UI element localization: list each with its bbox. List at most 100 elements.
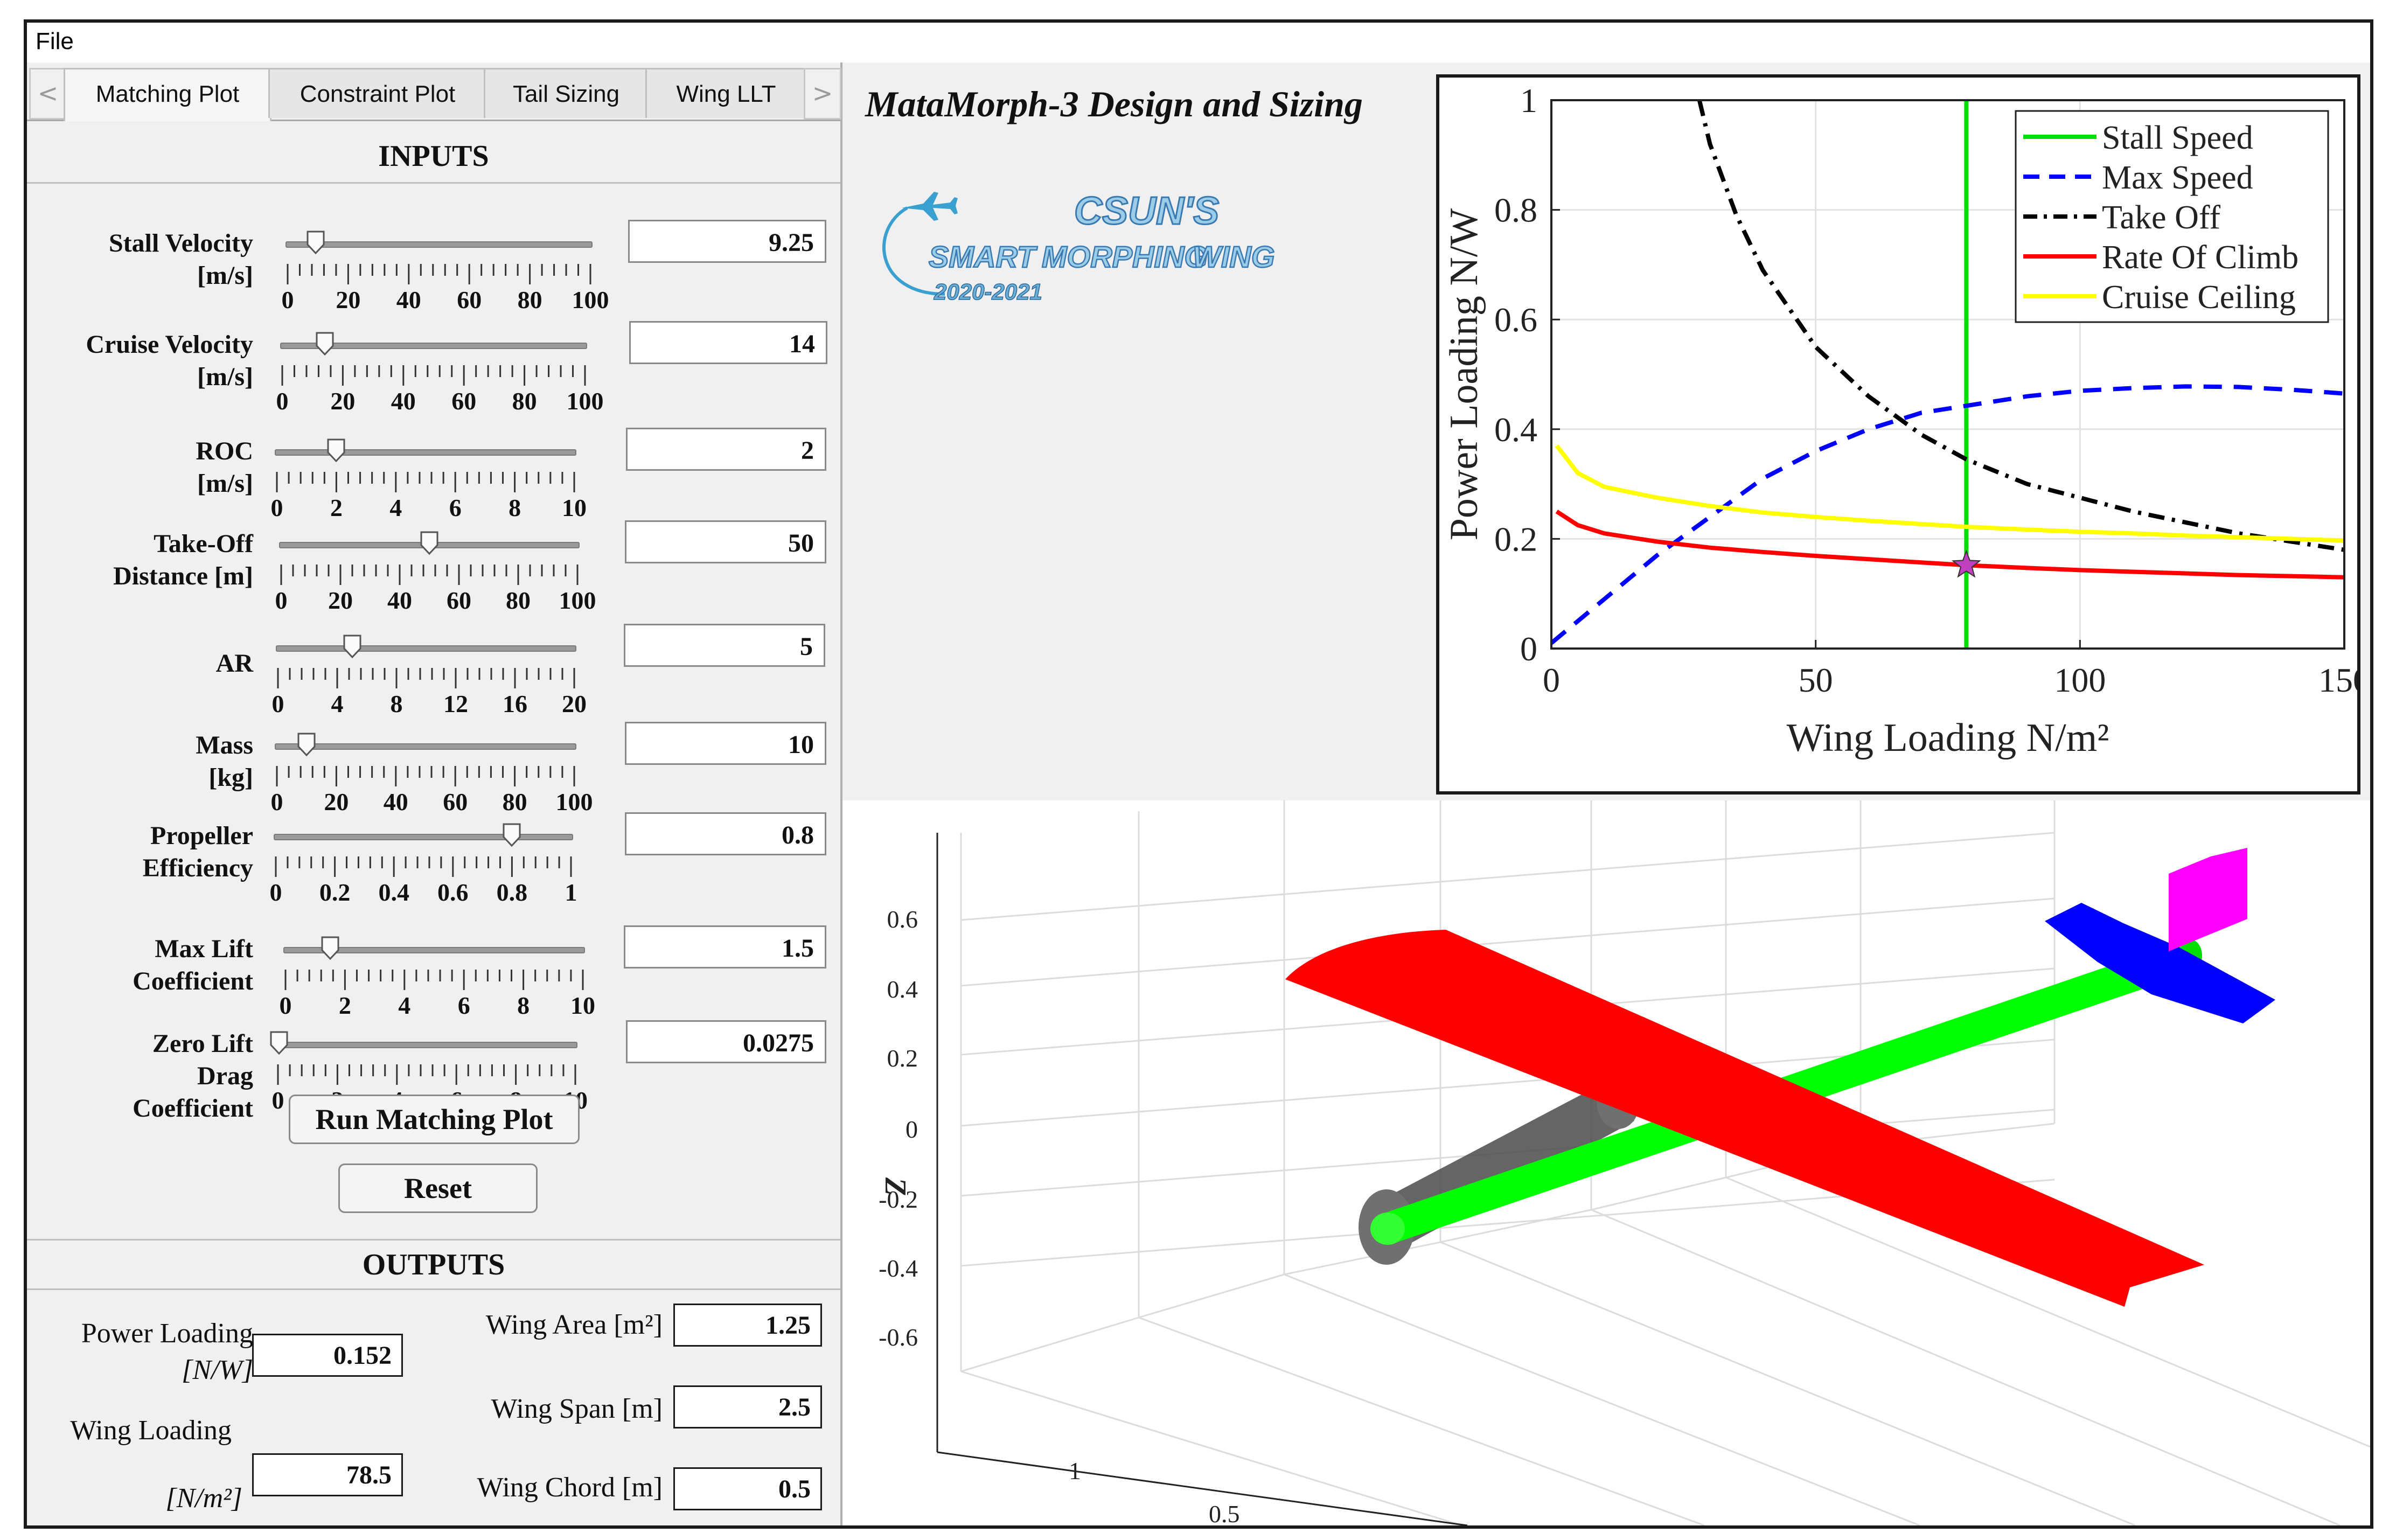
slider-ticks bbox=[280, 565, 579, 585]
run-matching-plot-button[interactable]: Run Matching Plot bbox=[289, 1095, 580, 1144]
horizontal-tail bbox=[2045, 903, 2275, 1023]
menu-file[interactable]: File bbox=[36, 28, 74, 54]
slider-track[interactable] bbox=[275, 743, 576, 750]
airplane-icon bbox=[902, 192, 958, 221]
slider-tick-label: 8 bbox=[517, 992, 530, 1019]
slider-tick-label: 6 bbox=[449, 494, 462, 521]
input-slider[interactable]: 0 4 8 12 16 20 bbox=[272, 631, 587, 723]
input-label-line: [m/s] bbox=[197, 261, 253, 290]
x-tick-label: 0 bbox=[1543, 661, 1560, 699]
input-label-line: Mass bbox=[196, 731, 253, 759]
z-axis-label: Z bbox=[879, 1177, 912, 1196]
input-value-field[interactable]: 0.8 bbox=[625, 812, 826, 855]
aircraft-3d-view: Z 0.6 0.4 0.2 0 -0.2 -0.4 -0.6 1 0.5 bbox=[842, 800, 2370, 1525]
legend-box bbox=[2015, 110, 2329, 323]
slider-thumb[interactable] bbox=[307, 231, 325, 254]
y-tick-label: 0.6 bbox=[1494, 301, 1537, 339]
slider-tick-label: 0.6 bbox=[437, 879, 469, 906]
slider-thumb[interactable] bbox=[327, 438, 345, 462]
slider-tick-label: 4 bbox=[331, 690, 344, 717]
outputs-divider-top bbox=[27, 1239, 840, 1241]
slider-thumb[interactable] bbox=[270, 1031, 288, 1055]
slider-tick-label: 0.4 bbox=[378, 879, 409, 906]
tab-matching-plot[interactable]: Matching Plot bbox=[64, 68, 271, 121]
input-value-field[interactable]: 0.0275 bbox=[626, 1020, 826, 1063]
z-tick-label: 0 bbox=[906, 1116, 918, 1143]
slider-track[interactable] bbox=[283, 947, 585, 953]
slider-tick-label: 80 bbox=[506, 587, 531, 614]
wing-loading-unit: [N/m²] bbox=[165, 1483, 242, 1514]
input-slider[interactable]: 0 20 40 60 80 100 bbox=[282, 227, 609, 319]
slider-tick-label: 40 bbox=[391, 387, 416, 415]
input-label-line: Coefficient bbox=[133, 967, 253, 995]
slider-track[interactable] bbox=[280, 343, 587, 349]
power-loading-output: 0.152 bbox=[252, 1334, 403, 1377]
reset-button[interactable]: Reset bbox=[338, 1163, 538, 1213]
slider-ticks bbox=[277, 1064, 576, 1085]
y-tick-label: 0.2 bbox=[1494, 520, 1537, 558]
input-value-field[interactable]: 5 bbox=[624, 624, 825, 667]
tab-scroll-left-button[interactable]: < bbox=[29, 68, 67, 120]
design-point-star-icon bbox=[1951, 549, 1981, 578]
slider-thumb[interactable] bbox=[297, 733, 316, 756]
slider-track[interactable] bbox=[274, 834, 573, 840]
z-tick-label: -0.4 bbox=[879, 1255, 918, 1282]
left-panel: < Matching Plot Constraint Plot Tail Siz… bbox=[27, 62, 842, 1525]
wing-chord-output: 0.5 bbox=[673, 1467, 822, 1510]
input-value-field[interactable]: 50 bbox=[625, 520, 826, 563]
slider-tick-label: 10 bbox=[562, 494, 587, 521]
slider-tick-label: 20 bbox=[562, 690, 587, 717]
slider-tick-label: 8 bbox=[509, 494, 521, 521]
slider-tick-label: 100 bbox=[559, 587, 596, 614]
input-slider[interactable]: 0 0.2 0.4 0.6 0.8 1 bbox=[270, 820, 577, 911]
slider-track[interactable] bbox=[275, 449, 576, 456]
slider-track[interactable] bbox=[276, 645, 576, 652]
tab-scroll-right-button[interactable]: > bbox=[804, 68, 841, 120]
slider-ticks bbox=[277, 668, 575, 688]
input-value-field[interactable]: 9.25 bbox=[628, 220, 826, 263]
tab-wing-llt[interactable]: Wing LLT bbox=[645, 68, 807, 118]
input-label-line: Distance [m] bbox=[113, 562, 253, 590]
input-label-line: Coefficient bbox=[133, 1094, 253, 1123]
series-line-rate-of-climb bbox=[1555, 510, 2345, 580]
tab-tail-sizing[interactable]: Tail Sizing bbox=[484, 68, 649, 118]
slider-thumb[interactable] bbox=[343, 635, 361, 658]
wing-loading-label: Wing Loading bbox=[70, 1415, 232, 1446]
input-value-field[interactable]: 14 bbox=[629, 321, 827, 364]
input-value-field[interactable]: 2 bbox=[626, 428, 826, 471]
matching-plot-svg: 0 50 100 150 0 0.2 0.4 0.6 0.8 1 Wing Loading N/m²… bbox=[1442, 81, 2370, 760]
slider-tick-label: 8 bbox=[390, 690, 403, 717]
tab-constraint-plot[interactable]: Constraint Plot bbox=[268, 68, 487, 118]
x-tick-label: 50 bbox=[1799, 661, 1833, 699]
logo-csuns: CSUN'S bbox=[1074, 190, 1219, 233]
input-slider[interactable]: 0 20 40 60 80 100 bbox=[271, 729, 593, 821]
power-loading-unit: [N/W] bbox=[182, 1355, 253, 1385]
logo-swoosh bbox=[882, 206, 945, 296]
slider-tick-label: 4 bbox=[398, 992, 411, 1019]
logo-smart: SMART bbox=[929, 240, 1038, 274]
slider-tick-label: 10 bbox=[570, 992, 595, 1019]
input-slider[interactable]: 0 20 40 60 80 100 bbox=[276, 329, 604, 420]
slider-track[interactable] bbox=[276, 1042, 577, 1048]
logo-morphing: MORPHING bbox=[1042, 240, 1208, 274]
z-tick-label: 0.4 bbox=[887, 975, 918, 1003]
slider-thumb[interactable] bbox=[321, 936, 339, 960]
z-tick-label: -0.2 bbox=[879, 1186, 918, 1213]
input-slider[interactable]: 0 2 4 6 8 10 bbox=[280, 933, 595, 1025]
input-value-field[interactable]: 10 bbox=[625, 722, 826, 765]
slider-thumb[interactable] bbox=[503, 823, 521, 847]
slider-thumb[interactable] bbox=[420, 531, 438, 555]
slider-thumb[interactable] bbox=[316, 332, 334, 356]
app-title: MataMorph-3 Design and Sizing bbox=[865, 83, 1363, 124]
input-slider[interactable]: 0 2 4 6 8 10 bbox=[271, 435, 587, 527]
input-label-line: Propeller bbox=[150, 821, 253, 850]
slider-tick-label: 40 bbox=[387, 587, 412, 614]
legend-label: Max Speed bbox=[2102, 159, 2253, 196]
input-value-field[interactable]: 1.5 bbox=[624, 925, 826, 968]
input-label-line: Efficiency bbox=[142, 854, 253, 882]
wing-span-label: Wing Span [m] bbox=[491, 1393, 663, 1424]
input-label: Cruise Velocity [m/s] bbox=[38, 329, 253, 393]
input-slider[interactable]: 0 20 40 60 80 100 bbox=[275, 528, 596, 619]
slider-tick-label: 20 bbox=[328, 587, 353, 614]
slider-track[interactable] bbox=[285, 241, 593, 248]
